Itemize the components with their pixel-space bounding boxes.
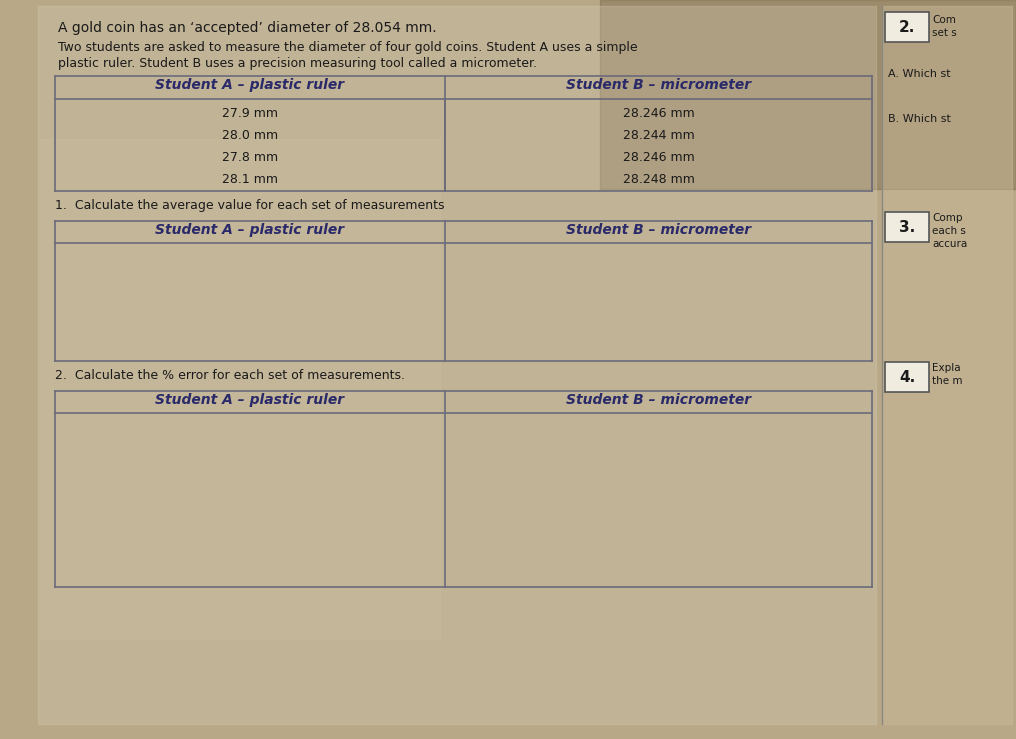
- Bar: [40, 139, 440, 639]
- Text: 27.9 mm: 27.9 mm: [223, 107, 278, 120]
- Text: 3.: 3.: [899, 219, 915, 234]
- Text: A gold coin has an ‘accepted’ diameter of 28.054 mm.: A gold coin has an ‘accepted’ diameter o…: [58, 21, 437, 35]
- Text: plastic ruler. Student B uses a precision measuring tool called a micrometer.: plastic ruler. Student B uses a precisio…: [58, 57, 537, 70]
- Text: Student B – micrometer: Student B – micrometer: [566, 223, 751, 237]
- Text: 1.  Calculate the average value for each set of measurements: 1. Calculate the average value for each …: [55, 199, 445, 212]
- Text: 27.8 mm: 27.8 mm: [221, 151, 278, 164]
- Text: Student A – plastic ruler: Student A – plastic ruler: [155, 223, 344, 237]
- Text: 28.0 mm: 28.0 mm: [221, 129, 278, 142]
- Bar: [882, 6, 1012, 724]
- Text: Student A – plastic ruler: Student A – plastic ruler: [155, 78, 344, 92]
- Text: 28.246 mm: 28.246 mm: [623, 151, 694, 164]
- Bar: [38, 6, 876, 724]
- Text: 28.1 mm: 28.1 mm: [223, 173, 278, 186]
- Text: Comp
each s
accura: Comp each s accura: [932, 213, 967, 249]
- Text: Student B – micrometer: Student B – micrometer: [566, 393, 751, 407]
- Text: 2.  Calculate the % error for each set of measurements.: 2. Calculate the % error for each set of…: [55, 369, 405, 382]
- Text: Two students are asked to measure the diameter of four gold coins. Student A use: Two students are asked to measure the di…: [58, 41, 638, 54]
- Text: A. Which st: A. Which st: [888, 69, 951, 79]
- Text: 28.248 mm: 28.248 mm: [623, 173, 695, 186]
- FancyBboxPatch shape: [885, 212, 929, 242]
- Text: Student A – plastic ruler: Student A – plastic ruler: [155, 393, 344, 407]
- Text: Com
set s: Com set s: [932, 15, 957, 38]
- Text: Expla
the m: Expla the m: [932, 363, 962, 386]
- Text: 28.244 mm: 28.244 mm: [623, 129, 694, 142]
- Bar: [600, 0, 1016, 189]
- Text: Student B – micrometer: Student B – micrometer: [566, 78, 751, 92]
- FancyBboxPatch shape: [885, 12, 929, 42]
- Text: 4.: 4.: [899, 370, 915, 384]
- FancyBboxPatch shape: [885, 362, 929, 392]
- Text: 28.246 mm: 28.246 mm: [623, 107, 694, 120]
- Text: B. Which st: B. Which st: [888, 114, 951, 124]
- Text: 2.: 2.: [899, 19, 915, 35]
